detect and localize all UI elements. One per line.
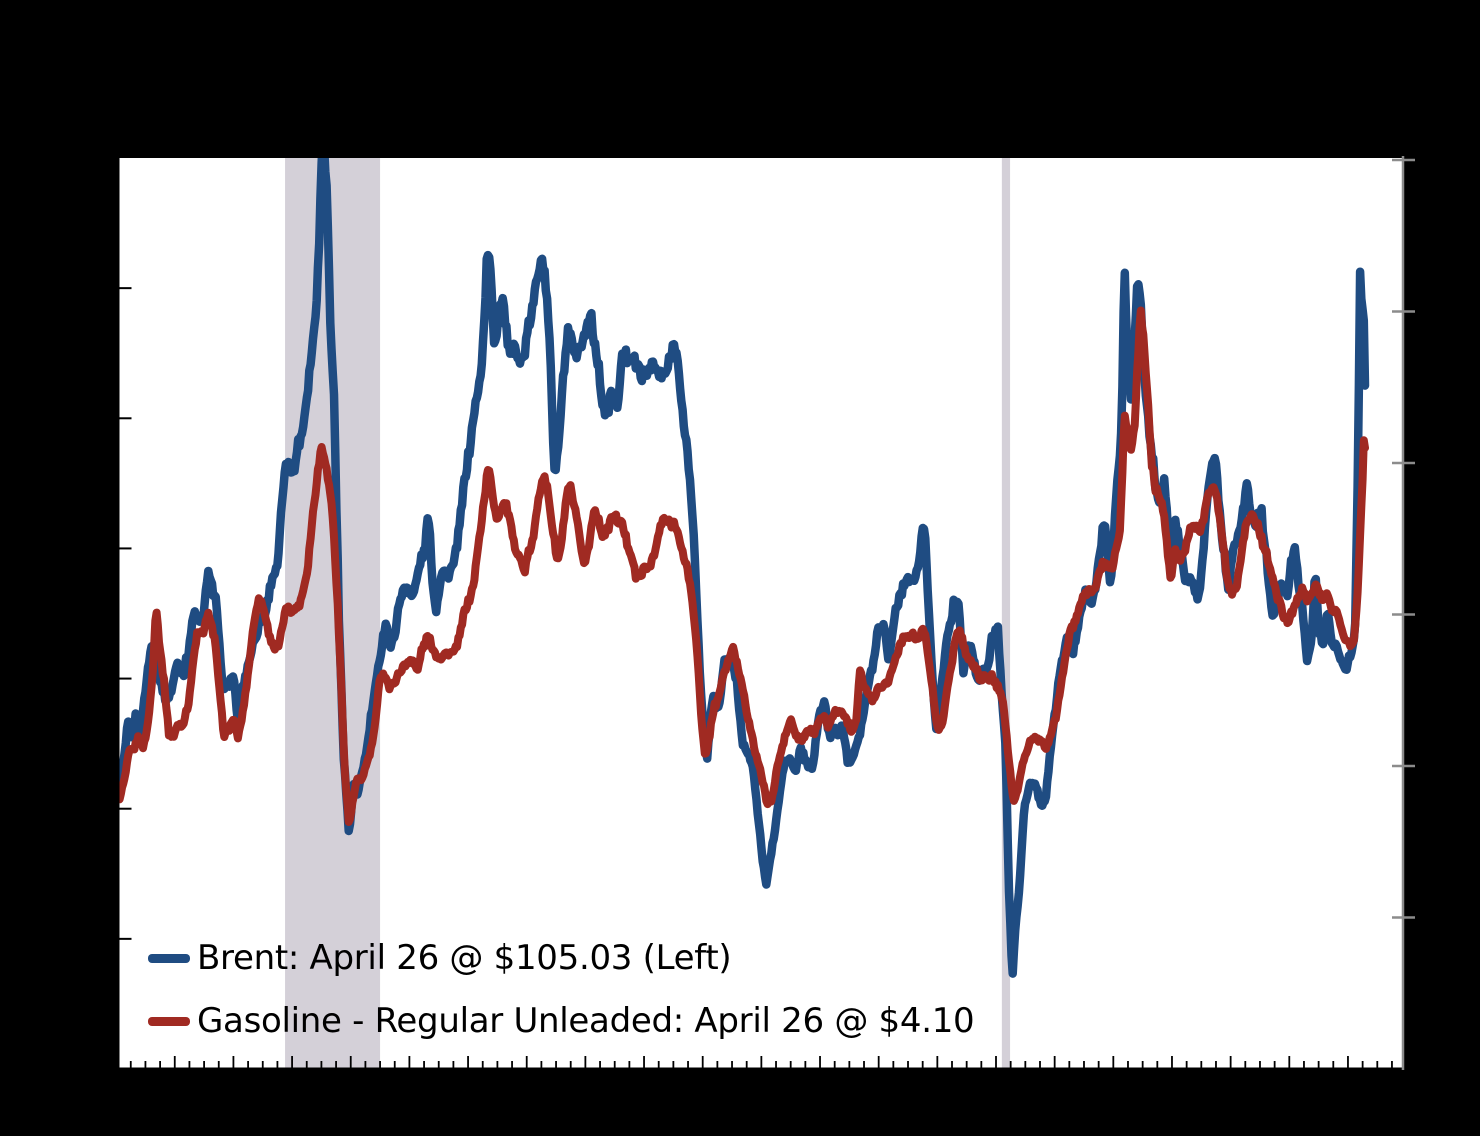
legend-item-brent: Brent: April 26 @ $105.03 (Left) <box>148 936 974 980</box>
legend: Brent: April 26 @ $105.03 (Left) Gasolin… <box>148 936 975 1043</box>
legend-label-brent: Brent: April 26 @ $105.03 (Left) <box>197 938 732 978</box>
bottom-axis-ticks <box>129 1056 1393 1068</box>
brent-line-swatch-icon <box>148 953 190 963</box>
left-axis-ticks <box>119 287 132 940</box>
right-axis-ticks <box>1392 158 1415 919</box>
legend-item-gasoline: Gasoline - Regular Unleaded: April 26 @ … <box>148 999 975 1043</box>
gasoline-line-swatch-icon <box>148 1016 190 1026</box>
recession-band-2 <box>1001 158 1011 1069</box>
legend-label-gasoline: Gasoline - Regular Unleaded: April 26 @ … <box>197 1001 975 1041</box>
gasoline-line <box>119 306 1369 826</box>
